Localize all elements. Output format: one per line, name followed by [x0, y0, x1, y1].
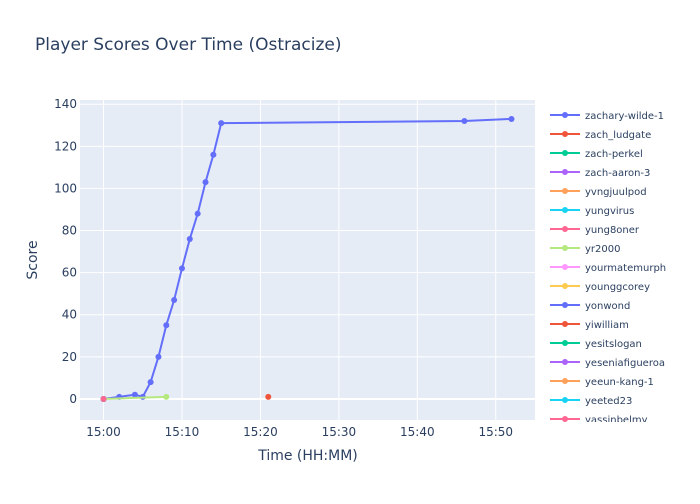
point [218, 120, 225, 127]
point [147, 379, 154, 386]
legend-marker [562, 112, 568, 118]
x-tick-label: 15:20 [243, 425, 278, 439]
y-tick-label: 0 [69, 392, 77, 406]
point [155, 353, 162, 360]
legend-marker [562, 226, 568, 232]
series-line [103, 395, 167, 400]
point [186, 235, 193, 242]
legend-marker [562, 245, 568, 251]
point [265, 393, 272, 400]
legend-marker [562, 359, 568, 365]
point [100, 395, 107, 402]
point [163, 322, 170, 329]
legend-label[interactable]: yungvirus [585, 206, 634, 217]
y-tick-label: 120 [54, 139, 77, 153]
point [171, 297, 178, 303]
x-axis-title: Time (HH:MM) [257, 448, 358, 464]
legend-label[interactable]: yvngjuulpod [585, 187, 647, 198]
point [461, 118, 468, 125]
legend-label[interactable]: zach-perkel [585, 149, 643, 160]
point [163, 393, 170, 400]
point [210, 151, 217, 158]
series-line [103, 117, 512, 400]
legend-marker [562, 264, 568, 270]
grid: 0 20 40 60 80 100 120 140 15:00 15:10 15:20 15:30 15… [54, 97, 535, 439]
legend-marker [562, 321, 568, 327]
legend-label[interactable]: yesitslogan [585, 339, 642, 350]
y-tick-label: 20 [62, 350, 77, 364]
legend-label[interactable]: yr2000 [585, 244, 620, 255]
legend-label[interactable]: yourmatemurph [585, 263, 666, 274]
legend-marker [562, 416, 568, 422]
legend-marker [562, 340, 568, 346]
legend-marker [562, 302, 568, 308]
y-tick-label: 60 [62, 266, 77, 280]
x-tick-label: 15:30 [322, 425, 357, 439]
y-tick-label: 40 [62, 308, 77, 322]
point [178, 265, 185, 272]
legend-marker [562, 169, 568, 175]
legend: zachary-wilde-1 zach_ludgate zach-perkel za… [550, 111, 666, 426]
point [202, 179, 209, 186]
legend-marker [562, 131, 568, 137]
legend-label[interactable]: younggcorey [585, 282, 650, 293]
legend-label[interactable]: zachary-wilde-1 [585, 111, 664, 122]
legend-label[interactable]: yassinbelmy [585, 415, 648, 426]
chart-title: Player Scores Over Time (Ostracize) [35, 35, 342, 55]
point [131, 391, 138, 398]
legend-label[interactable]: yeseniafigueroa [585, 358, 665, 369]
y-tick-label: 80 [62, 224, 77, 238]
legend-marker [562, 150, 568, 156]
legend-label[interactable]: yung8oner [585, 225, 640, 236]
point [194, 210, 201, 217]
y-tick-label: 140 [54, 97, 77, 111]
x-tick-label: 15:10 [165, 425, 200, 439]
y-tick-label: 100 [54, 181, 77, 195]
point [508, 115, 515, 122]
legend-label[interactable]: yeeun-kang-1 [585, 377, 654, 388]
x-tick-label: 15:00 [86, 425, 121, 439]
legend-marker [562, 378, 568, 384]
plot-area [80, 100, 535, 420]
legend-label[interactable]: yeeted23 [585, 396, 632, 407]
legend-marker [562, 283, 568, 289]
legend-label[interactable]: yonwond [585, 301, 630, 312]
legend-label[interactable]: yiwilliam [585, 320, 629, 331]
plot [100, 115, 515, 402]
legend-marker [562, 207, 568, 213]
legend-label[interactable]: zach-aaron-3 [585, 168, 650, 179]
legend-marker [562, 397, 568, 403]
legend-marker [562, 188, 568, 194]
x-tick-label: 15:50 [478, 425, 513, 439]
x-tick-label: 15:40 [400, 425, 435, 439]
y-axis-title: Score [25, 240, 41, 279]
legend-label[interactable]: zach_ludgate [585, 130, 651, 141]
